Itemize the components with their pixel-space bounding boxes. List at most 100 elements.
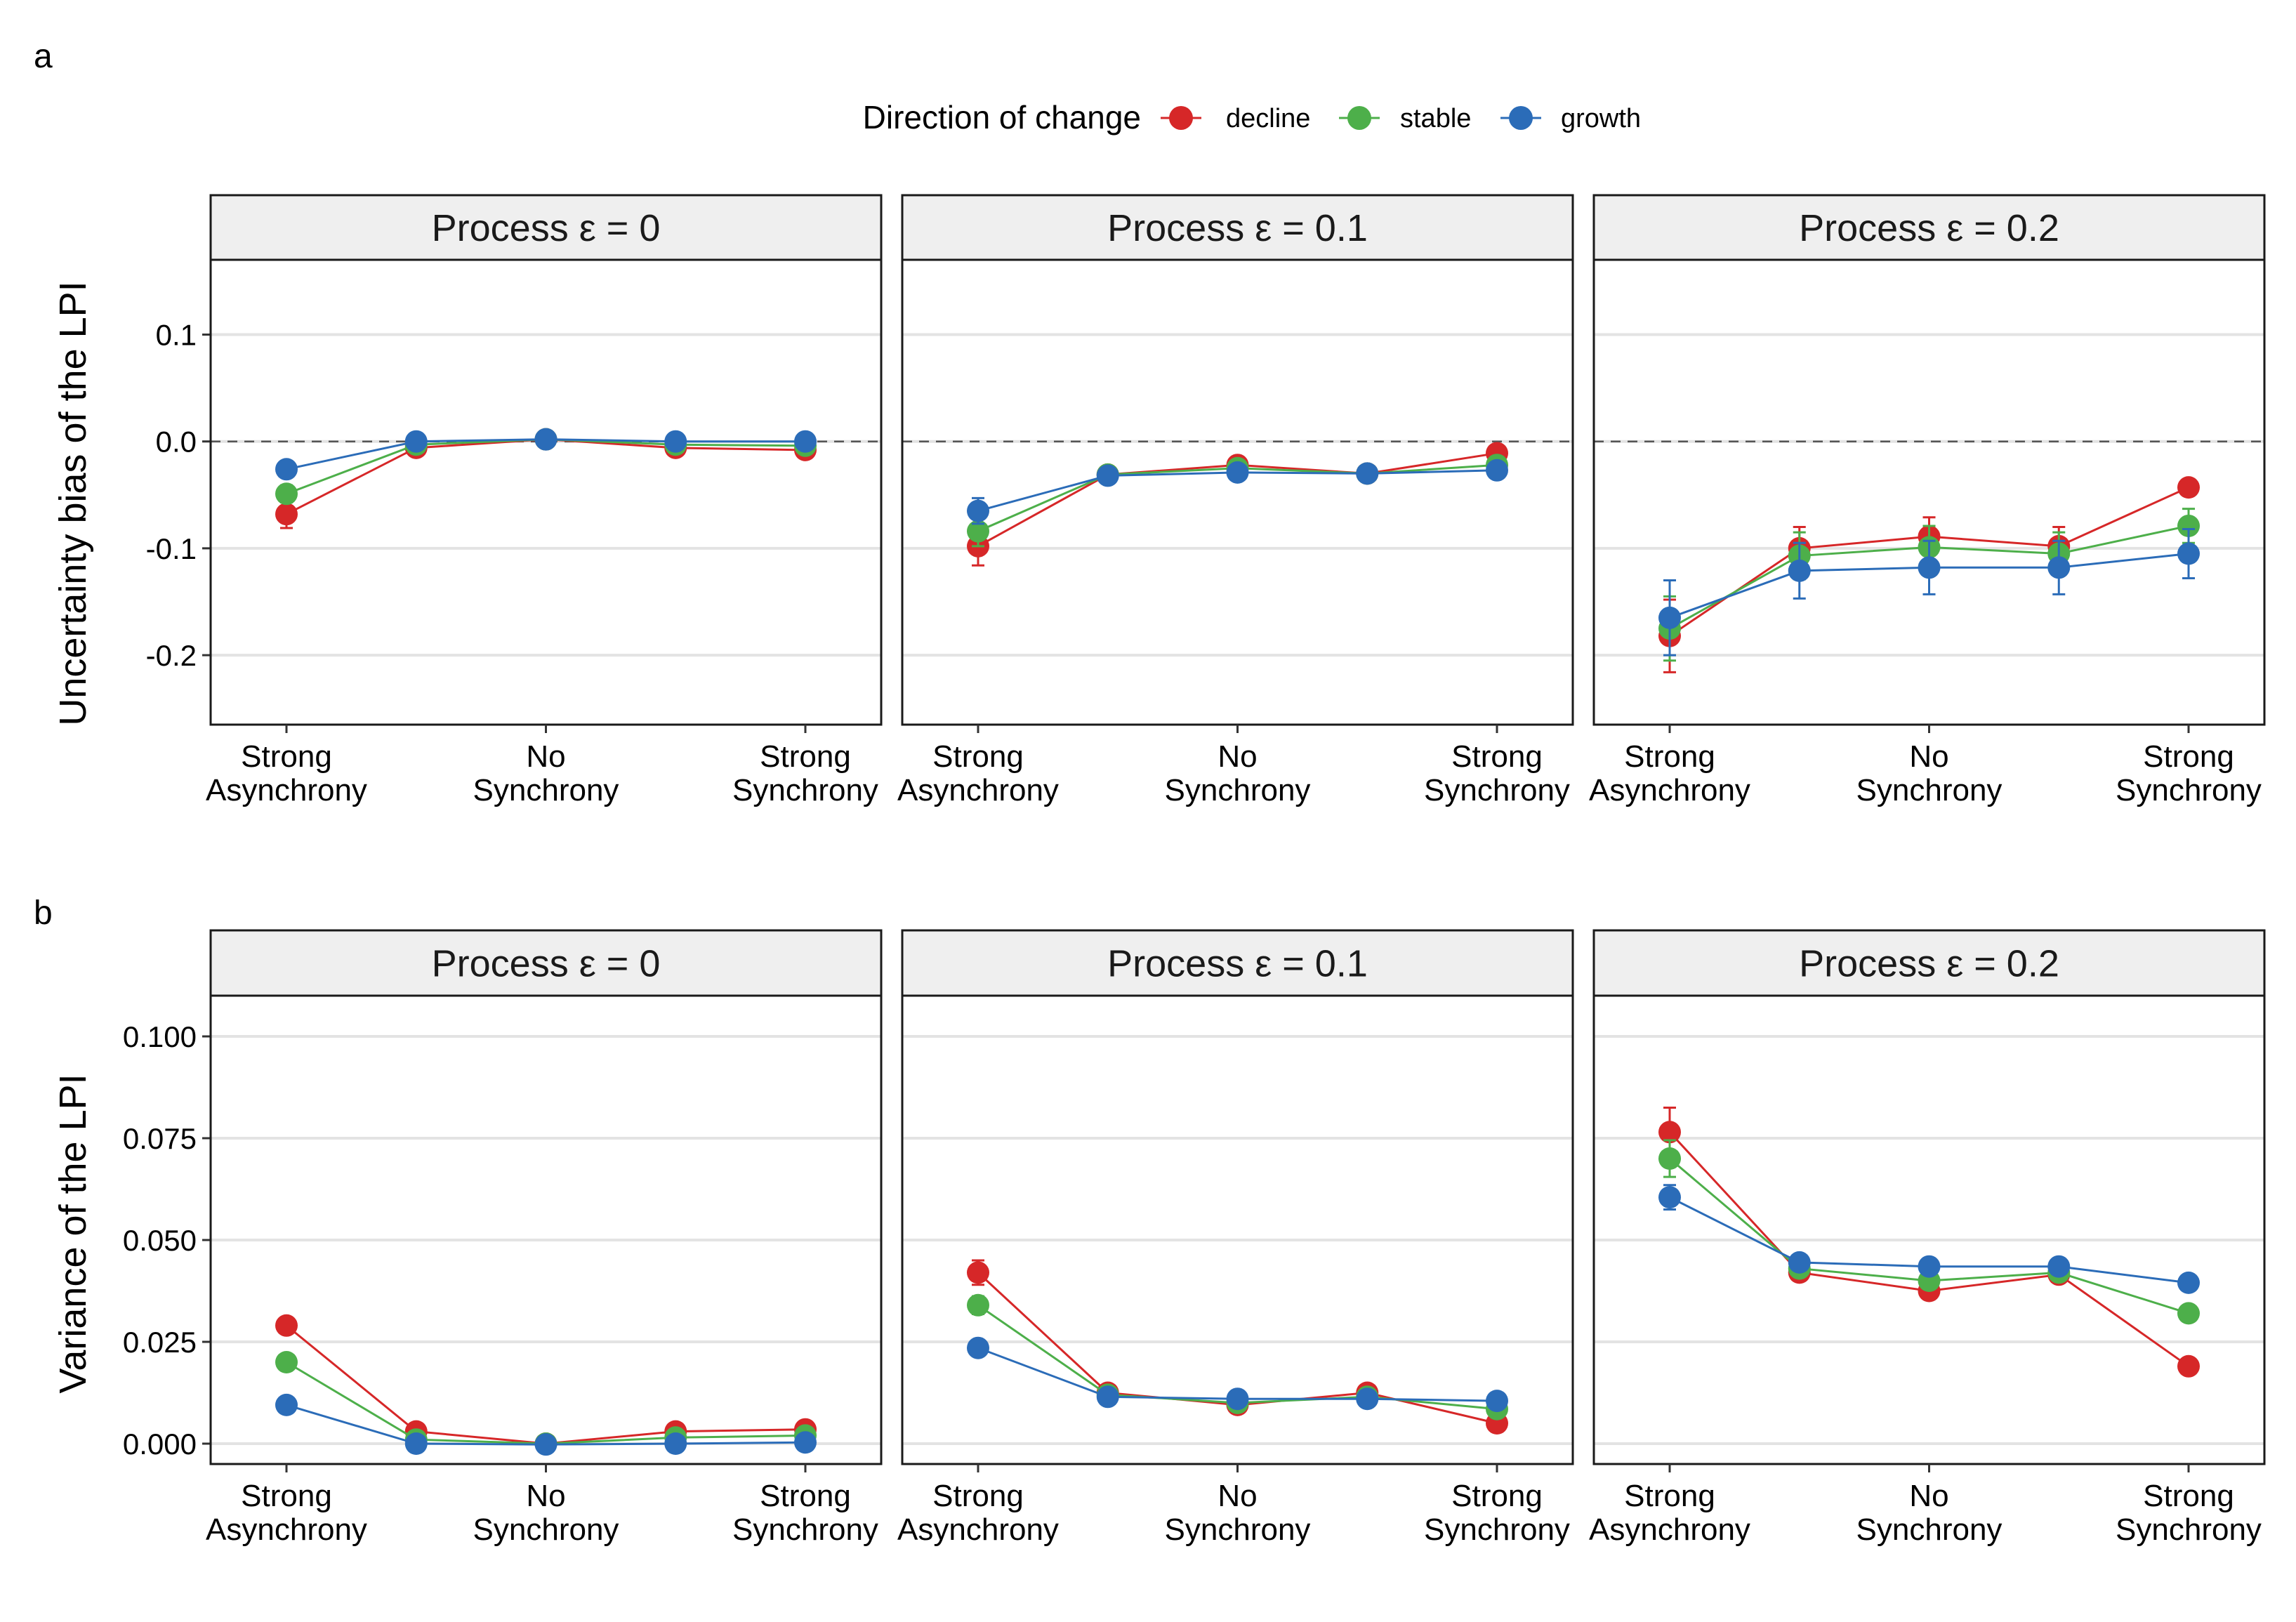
data-point-growth	[2047, 1255, 2071, 1278]
data-point-stable	[967, 1293, 989, 1317]
panel-b: 0.100 0.075 0.050 0.025 0.000 Process ε = 0 St…	[123, 929, 2266, 1547]
x-tick-label: Synchrony	[732, 773, 878, 807]
x-tick-label: Strong	[2143, 739, 2234, 774]
data-point-growth	[664, 430, 687, 453]
x-tick-label: Synchrony	[473, 773, 619, 807]
x-tick-label: Strong	[1624, 739, 1715, 774]
x-tick-label: Strong	[760, 739, 851, 774]
plot-background	[211, 996, 881, 1464]
data-point-decline	[2177, 1354, 2200, 1378]
data-point-growth	[2047, 556, 2071, 579]
data-point-growth	[1918, 556, 1941, 579]
x-tick-label: Synchrony	[2116, 1512, 2262, 1547]
data-point-stable	[967, 520, 989, 543]
x-tick-label: Synchrony	[1856, 773, 2003, 807]
data-point-growth	[967, 1336, 989, 1359]
legend-key-point-growth	[1509, 106, 1533, 130]
x-tick-label: No	[1909, 739, 1948, 774]
x-tick-label: Synchrony	[1424, 1512, 1570, 1547]
data-point-growth	[794, 1431, 817, 1454]
x-tick-label: Strong	[932, 739, 1024, 774]
data-point-growth	[1356, 462, 1379, 485]
x-tick-label: Synchrony	[1424, 773, 1570, 807]
panel-label-a: a	[34, 38, 53, 75]
data-point-stable	[275, 1351, 298, 1373]
legend-item-growth: growth	[1500, 104, 1641, 133]
x-tick-label: Synchrony	[1856, 1512, 2003, 1547]
y-axis-title-panel-b: Variance of the LPI	[52, 1074, 94, 1393]
legend-key-point-decline	[1169, 106, 1193, 130]
x-tick-label: Synchrony	[732, 1512, 878, 1547]
data-point-decline	[2177, 476, 2200, 499]
facet-title: Process ε = 0.2	[1799, 207, 2059, 249]
facet-title: Process ε = 0	[432, 943, 661, 985]
facet-a-3: Process ε = 0.2StrongAsynchronyNoSynchro…	[1589, 194, 2266, 807]
x-tick-label: Strong	[1624, 1479, 1715, 1513]
legend-item-stable: stable	[1339, 104, 1471, 133]
x-tick-label: Synchrony	[473, 1512, 619, 1547]
data-point-growth	[1096, 1385, 1119, 1409]
facet-strip	[901, 194, 1574, 261]
legend-key-point-stable	[1347, 106, 1371, 130]
facet-strip	[1592, 929, 2266, 997]
plot-background	[902, 996, 1573, 1464]
x-tick-label: Synchrony	[1165, 773, 1311, 807]
data-point-growth	[1788, 559, 1811, 582]
x-tick-label: No	[1218, 1479, 1257, 1513]
data-point-growth	[1226, 1387, 1249, 1411]
legend-title: Direction of change	[863, 99, 1141, 136]
y-tick-label: 0.050	[123, 1224, 197, 1257]
y-tick-label: 0.1	[156, 319, 197, 352]
data-point-decline	[275, 503, 298, 526]
x-tick-label: Strong	[1451, 739, 1543, 774]
data-point-growth	[2177, 542, 2200, 565]
data-point-stable	[2177, 514, 2200, 537]
data-point-decline	[967, 1261, 989, 1284]
x-tick-label: Asynchrony	[206, 773, 367, 807]
legend: Direction of change decline stable growt…	[863, 99, 1641, 136]
y-tick-label: -0.2	[146, 639, 197, 672]
data-point-growth	[534, 1433, 557, 1456]
data-point-growth	[275, 1393, 298, 1416]
facet-title: Process ε = 0.1	[1107, 207, 1368, 249]
data-point-growth	[664, 1432, 687, 1455]
data-point-stable	[1658, 1147, 1681, 1170]
x-tick-label: Strong	[2143, 1479, 2234, 1513]
facet-b-3: Process ε = 0.2StrongAsynchronyNoSynchro…	[1589, 929, 2266, 1547]
x-tick-label: Asynchrony	[897, 773, 1059, 807]
data-point-growth	[1486, 459, 1508, 482]
data-point-growth	[1788, 1251, 1811, 1274]
y-tick-label: 0.025	[123, 1326, 197, 1359]
facet-b-1: Process ε = 0StrongAsynchronyNoSynchrony…	[206, 929, 883, 1547]
legend-label-decline: decline	[1226, 104, 1310, 133]
legend-label-growth: growth	[1561, 104, 1641, 133]
x-tick-label: No	[526, 1479, 565, 1513]
y-tick-label: 0.000	[123, 1428, 197, 1461]
x-tick-label: Synchrony	[2116, 773, 2262, 807]
x-tick-label: Asynchrony	[1589, 773, 1750, 807]
data-point-growth	[534, 428, 557, 451]
legend-label-stable: stable	[1400, 104, 1471, 133]
data-point-growth	[275, 458, 298, 481]
x-tick-label: No	[526, 739, 565, 774]
y-tick-label: 0.075	[123, 1122, 197, 1155]
data-point-stable	[275, 482, 298, 506]
data-point-growth	[2177, 1271, 2200, 1294]
data-point-stable	[2177, 1302, 2200, 1325]
x-tick-label: Asynchrony	[206, 1512, 367, 1547]
data-point-growth	[1226, 461, 1249, 484]
x-tick-label: Strong	[760, 1479, 851, 1513]
x-tick-label: Asynchrony	[1589, 1512, 1750, 1547]
data-point-decline	[275, 1314, 298, 1337]
facet-b-2: Process ε = 0.1StrongAsynchronyNoSynchro…	[897, 929, 1574, 1547]
x-tick-label: Strong	[1451, 1479, 1543, 1513]
data-point-growth	[404, 1432, 428, 1455]
panel-label-b: b	[34, 895, 53, 932]
x-tick-label: Asynchrony	[897, 1512, 1059, 1547]
x-tick-label: Synchrony	[1165, 1512, 1311, 1547]
x-tick-label: Strong	[932, 1479, 1024, 1513]
y-tick-label: 0.0	[156, 426, 197, 459]
y-tick-label: 0.100	[123, 1020, 197, 1053]
data-point-growth	[1918, 1255, 1941, 1278]
